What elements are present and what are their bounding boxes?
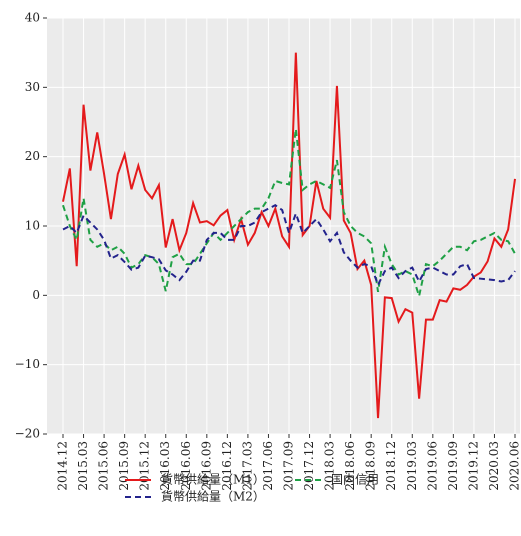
x-tick-label: 2016.09 (199, 441, 213, 491)
series-line (62, 52, 516, 419)
x-tick-label: 2019.06 (425, 441, 439, 491)
x-tick-label: 2018.09 (364, 441, 378, 491)
x-tick-label: 2019.12 (466, 441, 480, 491)
series-line (62, 204, 516, 288)
y-tick-label: 30 (25, 80, 40, 94)
x-tick-label: 2020.06 (508, 441, 521, 491)
y-tick-label: 20 (25, 149, 40, 163)
x-tick-label: 2017.06 (261, 441, 275, 491)
x-tick-label: 2019.03 (405, 441, 419, 491)
legend-label: 国内信用 (331, 473, 379, 487)
x-tick-label: 2016.06 (179, 441, 193, 491)
y-tick-label: −10 (15, 357, 40, 371)
y-tick-label: 0 (32, 288, 40, 302)
x-tick-label: 2019.09 (446, 441, 460, 491)
x-tick-label: 2020.03 (487, 441, 501, 491)
x-tick-label: 2015.03 (76, 441, 90, 491)
x-tick-label: 2017.12 (302, 441, 316, 491)
y-tick-label: 40 (25, 11, 40, 25)
y-tick-label: −20 (15, 427, 40, 441)
x-tick-label: 2017.03 (240, 441, 254, 491)
legend-label: 貨幣供給量（M1） (161, 472, 265, 487)
x-tick-label: 2015.09 (117, 441, 131, 491)
x-tick-label: 2016.03 (158, 441, 172, 491)
x-tick-label: 2015.12 (138, 441, 152, 491)
x-tick-label: 2014.12 (56, 441, 70, 491)
series-line (62, 128, 516, 300)
x-tick-label: 2015.06 (97, 441, 111, 491)
y-tick-label: 10 (25, 219, 40, 233)
x-tick-label: 2018.12 (384, 441, 398, 491)
x-tick-label: 2016.12 (220, 441, 234, 491)
x-tick-label: 2018.03 (323, 441, 337, 491)
x-tick-label: 2017.09 (282, 441, 296, 491)
x-tick-label: 2018.06 (343, 441, 357, 491)
legend-label: 貨幣供給量（M2） (161, 489, 265, 504)
